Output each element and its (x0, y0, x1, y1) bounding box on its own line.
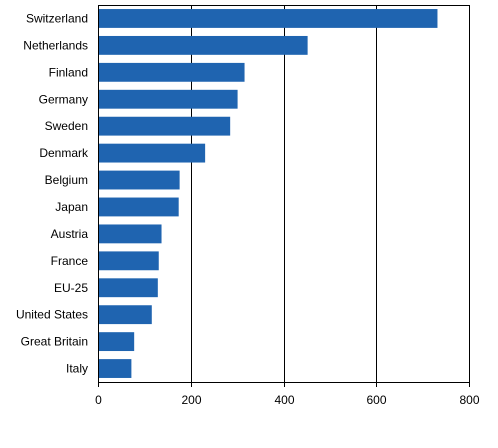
bar-5 (99, 143, 206, 163)
bar-1 (99, 35, 308, 55)
category-label-11: United States (16, 308, 88, 322)
bar-13 (99, 359, 132, 378)
category-label-0: Switzerland (26, 11, 88, 25)
tick-label-0: 0 (95, 393, 102, 407)
bars (99, 9, 438, 378)
tick-label-2: 400 (274, 393, 294, 407)
category-label-6: Belgium (45, 173, 88, 187)
bar-11 (99, 305, 152, 325)
bar-12 (99, 332, 135, 352)
category-label-5: Denmark (39, 146, 89, 160)
tick-label-1: 200 (181, 393, 201, 407)
category-label-12: Great Britain (21, 335, 88, 349)
tick-labels: 0 200 400 600 800 (95, 393, 480, 407)
bar-10 (99, 278, 158, 298)
bar-7 (99, 197, 179, 217)
category-label-2: Finland (49, 65, 88, 79)
gridlines (191, 5, 377, 382)
axes (98, 5, 470, 387)
category-label-4: Sweden (45, 119, 88, 133)
bar-6 (99, 170, 180, 190)
category-label-1: Netherlands (23, 38, 88, 52)
category-label-9: France (51, 254, 89, 268)
bar-4 (99, 116, 231, 136)
category-label-8: Austria (51, 227, 89, 241)
tick-label-4: 800 (459, 393, 479, 407)
bar-8 (99, 224, 162, 244)
category-label-13: Italy (66, 362, 88, 376)
tick-label-3: 600 (366, 393, 386, 407)
category-labels: Switzerland Netherlands Finland Germany Swed… (16, 11, 89, 375)
category-label-7: Japan (55, 200, 88, 214)
bar-0 (99, 9, 438, 28)
category-label-3: Germany (39, 92, 88, 106)
category-label-10: EU-25 (54, 281, 88, 295)
bar-9 (99, 251, 159, 271)
bar-2 (99, 62, 245, 82)
bar-3 (99, 89, 238, 109)
